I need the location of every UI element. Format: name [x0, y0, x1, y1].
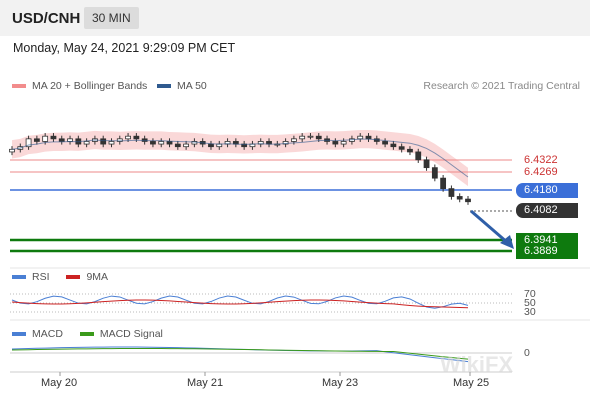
macd-signal-line [11, 348, 469, 360]
macd-zero-label: 0 [524, 347, 530, 359]
candle-body [58, 138, 65, 142]
symbol-title: USD/CNH [12, 10, 81, 27]
projection-arrow [470, 209, 509, 245]
legend-ma50-swatch [157, 84, 171, 89]
candle-body [415, 151, 422, 161]
candle-body [332, 141, 339, 145]
rsi-ma-legend-label: 9MA [86, 271, 109, 283]
timestamp: Monday, May 24, 2021 9:29:09 PM CET [13, 41, 236, 55]
candle-body [100, 138, 107, 145]
candle-body [166, 141, 173, 145]
candle-body [208, 143, 214, 148]
candle-body [382, 141, 388, 145]
candle-body [183, 143, 190, 148]
resistance-1-label: 6.4269 [524, 166, 558, 178]
ma50-line [11, 138, 469, 178]
rsi-level-70-label: 70 [524, 288, 536, 300]
x-label-may21: May 21 [187, 377, 224, 389]
macd-legend: MACD MACD Signal [12, 328, 163, 340]
last-price-label: 6.4082 [516, 203, 578, 218]
watermark-logo: WikiFX [440, 352, 514, 377]
legend-ma50-label: MA 50 [177, 80, 207, 92]
macd-signal-swatch [79, 332, 94, 337]
candle-body [423, 159, 430, 169]
candle-body [465, 198, 471, 203]
candle-body [133, 135, 140, 140]
candle-body [407, 148, 413, 153]
candle-body [299, 135, 306, 140]
rsi-legend-label: RSI [32, 271, 50, 283]
candle-body [33, 138, 40, 142]
legend-bollinger-label: MA 20 + Bollinger Bands [32, 80, 148, 92]
rsi-legend: RSI 9MA [12, 271, 108, 283]
candle-body [448, 188, 455, 197]
legend-ma50: MA 50 [157, 80, 207, 92]
bollinger-band [12, 129, 468, 187]
rsi-ma-line [11, 299, 469, 309]
candle-body [431, 167, 438, 179]
candle-body [398, 146, 405, 150]
candle-body [150, 141, 156, 145]
candle-body [365, 135, 372, 140]
x-label-may25: May 25 [453, 377, 490, 389]
rsi-line [11, 295, 469, 309]
candle-body [282, 141, 289, 145]
support-2-label: 6.3889 [516, 244, 578, 259]
pivot-label: 6.4180 [516, 183, 578, 198]
candle-body [25, 138, 32, 148]
macd-swatch [12, 332, 26, 337]
candle-body [307, 135, 314, 138]
timeframe-badge[interactable]: 30 MIN [84, 7, 139, 29]
x-label-may23: May 23 [322, 377, 359, 389]
candle-body [440, 177, 447, 190]
candle-body [50, 135, 57, 140]
projection-arrowhead [500, 235, 514, 249]
candle-body [315, 135, 322, 140]
macd-signal-legend-label: MACD Signal [99, 328, 163, 340]
candle-body [9, 148, 15, 153]
resistance-2-label: 6.4322 [524, 154, 558, 166]
rsi-level-50-label: 50 [524, 297, 536, 309]
legend-bollinger: MA 20 + Bollinger Bands [12, 80, 147, 92]
rsi-level-30-label: 30 [524, 306, 536, 318]
candle-body [158, 141, 165, 145]
candle-body [390, 143, 397, 148]
x-label-may20: May 20 [41, 377, 78, 389]
macd-legend-label: MACD [32, 328, 63, 340]
candle-body [108, 141, 115, 145]
bollinger-band-fill [12, 129, 468, 187]
candle-body [456, 196, 463, 200]
candle-body [116, 138, 123, 142]
rsi-swatch [12, 275, 26, 280]
candle-body [357, 135, 364, 140]
credit-text: Research © 2021 Trading Central [423, 80, 580, 92]
rsi-ma-swatch [66, 275, 81, 280]
candle-body [174, 143, 181, 148]
legend-bollinger-swatch [12, 84, 26, 89]
candle-body [125, 135, 131, 140]
candle-body [340, 141, 347, 145]
candle-body [290, 138, 297, 142]
candle-body [42, 135, 49, 142]
candle-body [83, 141, 90, 145]
